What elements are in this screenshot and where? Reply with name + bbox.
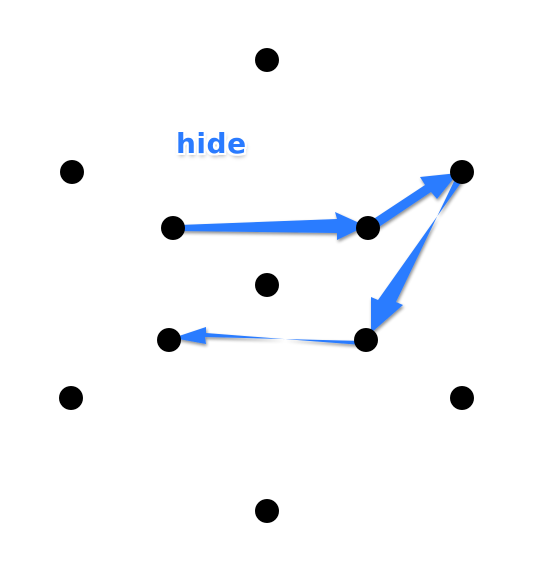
arrow-2 xyxy=(366,173,458,233)
dot-lower-right xyxy=(450,386,474,410)
hide-label: hide xyxy=(176,127,247,160)
dot-inner-upper-right xyxy=(356,216,380,240)
dot-inner-lower-right xyxy=(354,328,378,352)
dot-top xyxy=(255,48,279,72)
dot-inner-upper-left xyxy=(161,216,185,240)
dot-inner-lower-left xyxy=(157,328,181,352)
dot-upper-left xyxy=(60,160,84,184)
arrow-3 xyxy=(371,171,465,333)
arrow-4 xyxy=(173,327,363,345)
dot-center xyxy=(255,273,279,297)
dot-lower-left xyxy=(59,386,83,410)
dot-upper-right xyxy=(450,160,474,184)
dot-bottom xyxy=(255,499,279,523)
arrow-1 xyxy=(179,212,366,240)
